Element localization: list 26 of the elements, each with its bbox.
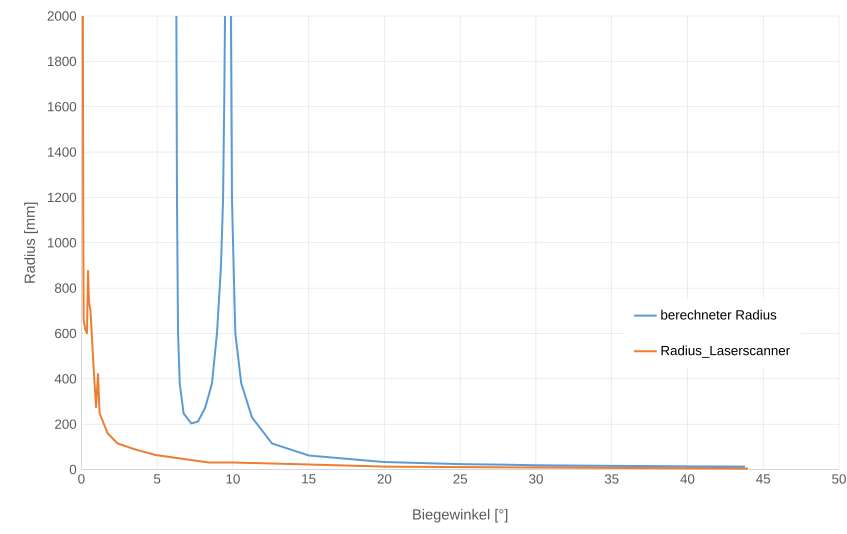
x-tick-label: 20 xyxy=(378,474,392,484)
y-tick-label: 2000 xyxy=(48,12,76,21)
legend-label: berechneter Radius xyxy=(661,310,776,320)
x-axis-title: Biegewinkel [°] xyxy=(413,509,508,523)
x-tick-label: 25 xyxy=(453,474,468,484)
x-tick-label: 10 xyxy=(226,474,240,484)
x-tick-label: 30 xyxy=(529,474,543,484)
x-tick-label: 15 xyxy=(302,474,316,484)
x-tick-label: 40 xyxy=(680,474,694,484)
y-tick-label: 800 xyxy=(54,284,76,294)
x-tick-label: 45 xyxy=(756,474,770,484)
x-tick-label: 35 xyxy=(604,474,619,484)
y-tick-label: 200 xyxy=(55,420,76,430)
y-tick-label: 1800 xyxy=(48,56,76,66)
y-tick-label: 600 xyxy=(55,328,76,338)
x-tick-label: 5 xyxy=(154,474,160,484)
x-tick-label: 50 xyxy=(832,474,846,484)
y-tick-label: 1400 xyxy=(48,148,76,157)
x-tick-label: 0 xyxy=(78,474,85,484)
y-tick-label: 0 xyxy=(70,465,76,474)
y-tick-label: 1600 xyxy=(48,102,76,112)
y-tick-label: 1000 xyxy=(48,238,76,248)
legend-label: Radius_Laserscanner xyxy=(662,346,790,358)
y-tick-label: 1200 xyxy=(48,192,76,202)
y-axis-title: Radius [mm] xyxy=(24,202,38,283)
y-tick-label: 400 xyxy=(54,374,76,384)
